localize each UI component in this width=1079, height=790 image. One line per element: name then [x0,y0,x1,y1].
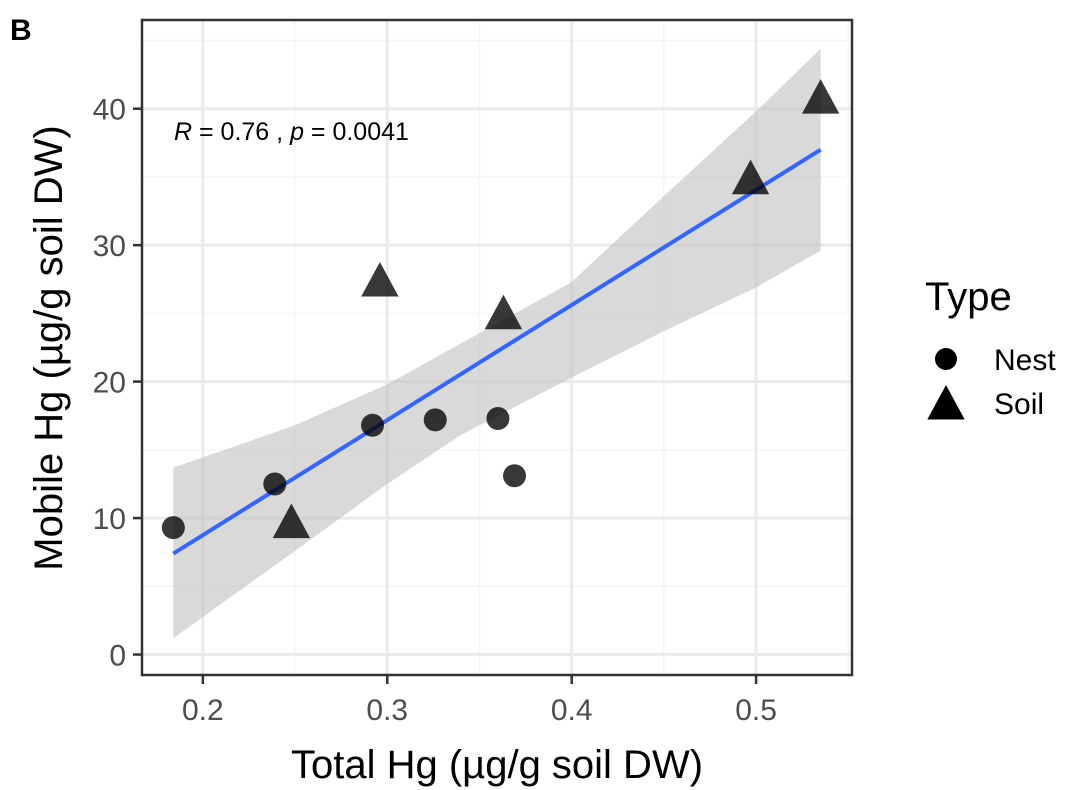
soil-point-4 [731,159,770,195]
nest-point-3 [361,413,385,437]
y-tick-label: 0 [109,640,126,673]
legend-title: Type [925,275,1012,319]
x-axis: 0.2 0.3 0.4 0.5 [182,675,777,727]
y-tick-label: 40 [93,94,126,127]
x-tick-label: 0.3 [366,694,408,727]
soil-point-3 [484,294,523,330]
y-tick-label: 30 [93,230,126,263]
p-symbol: p [289,118,304,146]
y-tick-label: 10 [93,503,126,536]
panel-border [140,18,854,677]
x-tick-label: 0.4 [551,694,593,727]
correlation-annotation: R = 0.76 , p = 0.0041 [174,118,409,146]
nest-point-1 [161,516,185,540]
y-axis: 0 10 20 30 40 [93,94,142,673]
x-axis-title: Total Hg (µg/g soil DW) [291,743,703,787]
y-tick-label: 20 [93,367,126,400]
y-axis-title: Mobile Hg (µg/g soil DW) [27,125,71,570]
legend-key-nest [935,348,957,370]
legend-label-nest: Nest [994,344,1056,377]
panel-tag: B [10,14,32,47]
confidence-band [173,48,821,639]
nest-point-6 [503,464,527,488]
data-points [161,79,840,540]
soil-point-2 [361,261,399,297]
soil-point-1 [272,503,311,539]
legend: Type Nest Soil [925,275,1056,421]
nest-point-5 [486,406,510,430]
p-value: = 0.0041 [304,118,409,146]
ci-band [173,48,821,639]
x-tick-label: 0.5 [735,694,777,727]
x-tick-label: 0.2 [182,694,224,727]
nest-point-4 [423,408,447,432]
r-symbol: R [174,118,192,146]
r-value: = 0.76 , [192,118,290,146]
legend-label-soil: Soil [994,388,1044,421]
legend-key-soil [927,384,965,420]
nest-point-2 [263,472,287,496]
soil-point-5 [801,79,840,114]
